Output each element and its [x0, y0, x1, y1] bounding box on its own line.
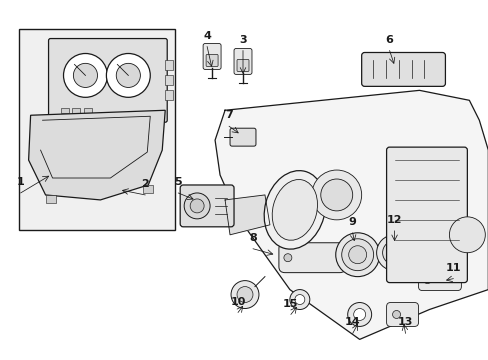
Text: 14: 14 — [344, 318, 360, 328]
FancyBboxPatch shape — [418, 269, 461, 291]
Circle shape — [392, 310, 400, 319]
Circle shape — [73, 63, 97, 87]
Text: 15: 15 — [283, 298, 298, 309]
Circle shape — [190, 199, 203, 213]
Bar — [143, 185, 153, 193]
Circle shape — [320, 179, 352, 211]
Bar — [61, 108, 68, 113]
Circle shape — [423, 276, 430, 284]
Polygon shape — [224, 195, 269, 235]
Circle shape — [348, 246, 366, 264]
Text: 4: 4 — [203, 31, 211, 41]
Circle shape — [116, 63, 140, 87]
FancyBboxPatch shape — [386, 147, 467, 283]
FancyBboxPatch shape — [237, 59, 248, 71]
Text: 7: 7 — [224, 110, 232, 120]
Text: 1: 1 — [17, 177, 24, 187]
Circle shape — [106, 54, 150, 97]
Text: 10: 10 — [230, 297, 245, 306]
Circle shape — [341, 239, 373, 271]
FancyBboxPatch shape — [203, 44, 221, 69]
FancyBboxPatch shape — [229, 128, 255, 146]
Ellipse shape — [272, 180, 317, 240]
Circle shape — [388, 247, 400, 259]
Polygon shape — [29, 110, 165, 200]
Text: 8: 8 — [248, 233, 256, 243]
Bar — [19, 28, 175, 230]
Text: 12: 12 — [386, 215, 402, 225]
Text: 13: 13 — [397, 318, 412, 328]
Circle shape — [284, 254, 291, 262]
Bar — [45, 195, 56, 203]
Circle shape — [184, 193, 210, 219]
Circle shape — [237, 287, 252, 302]
Text: 2: 2 — [141, 179, 149, 189]
Circle shape — [289, 289, 309, 310]
Text: 3: 3 — [239, 35, 246, 45]
Circle shape — [347, 302, 371, 327]
Circle shape — [311, 170, 361, 220]
Bar — [84, 108, 92, 113]
Bar — [165, 60, 173, 71]
Bar — [165, 90, 173, 100]
Circle shape — [294, 294, 304, 305]
FancyBboxPatch shape — [386, 302, 418, 327]
Circle shape — [353, 309, 365, 320]
Text: 6: 6 — [385, 35, 393, 45]
Circle shape — [376, 235, 412, 271]
FancyBboxPatch shape — [361, 53, 445, 86]
Polygon shape — [215, 90, 488, 339]
Text: 9: 9 — [348, 217, 356, 227]
Circle shape — [230, 280, 259, 309]
Circle shape — [382, 241, 406, 265]
Circle shape — [448, 217, 484, 253]
Bar — [165, 75, 173, 85]
Ellipse shape — [264, 171, 325, 249]
FancyBboxPatch shape — [278, 243, 345, 273]
FancyBboxPatch shape — [180, 185, 234, 227]
Circle shape — [335, 233, 379, 276]
FancyBboxPatch shape — [234, 49, 251, 75]
Text: 5: 5 — [174, 177, 182, 187]
Bar — [95, 120, 107, 126]
Text: 11: 11 — [445, 263, 460, 273]
FancyBboxPatch shape — [48, 39, 167, 122]
FancyBboxPatch shape — [205, 54, 218, 67]
Bar — [72, 108, 81, 113]
Circle shape — [63, 54, 107, 97]
